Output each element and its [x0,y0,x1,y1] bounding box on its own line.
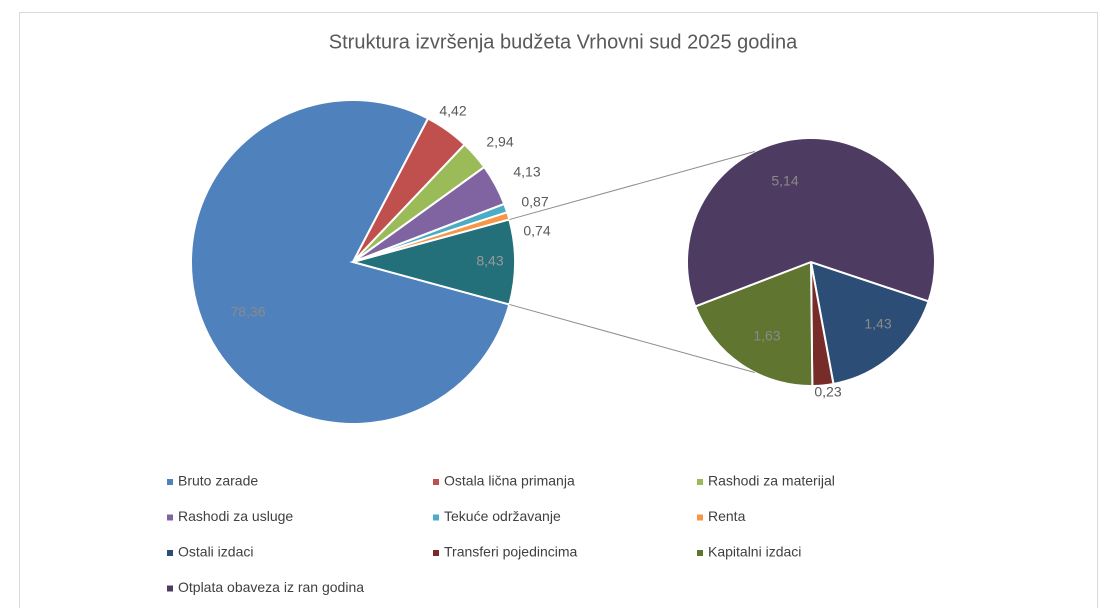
legend-marker [433,550,439,556]
legend-marker [167,514,173,521]
legend-label: Tekuće održavanje [444,508,561,524]
legend-label: Rashodi za usluge [178,508,293,524]
legend-marker [697,550,703,556]
legend-marker [433,479,439,485]
legend-marker [697,479,703,485]
data-label: 1,43 [864,316,891,332]
legend-label: Transferi pojedincima [444,544,578,560]
legend-label: Ostali izdaci [178,544,253,560]
data-label: 5,14 [771,173,798,189]
legend-marker [167,479,173,485]
connector-line [509,151,755,221]
pie-slice [693,260,814,387]
pie-slice [349,218,516,306]
legend-marker [167,550,173,556]
legend-label: Kapitalni izdaci [708,544,801,560]
data-label: 4,42 [439,103,466,119]
legend-marker [697,514,703,521]
legend-label: Ostala lična primanja [444,473,575,489]
data-label: 2,94 [486,134,513,150]
data-label: 0,87 [521,194,548,210]
legend-marker [167,585,173,592]
legend-label: Renta [708,508,746,524]
data-label: 0,23 [814,384,841,400]
data-label: 1,63 [753,328,780,344]
data-label: 0,74 [523,223,550,239]
connector-line [509,303,755,373]
legend-label: Rashodi za materijal [708,473,835,489]
legend-label: Bruto zarade [178,473,258,489]
data-label: 4,13 [513,164,540,180]
legend-marker [433,514,439,521]
legend-label: Otplata obaveza iz ran godina [178,579,364,595]
chart-title: Struktura izvršenja budžeta Vrhovni sud … [329,31,798,53]
pie-slice [686,137,936,308]
data-label: 8,43 [476,253,503,269]
data-label: 78,36 [230,304,265,320]
